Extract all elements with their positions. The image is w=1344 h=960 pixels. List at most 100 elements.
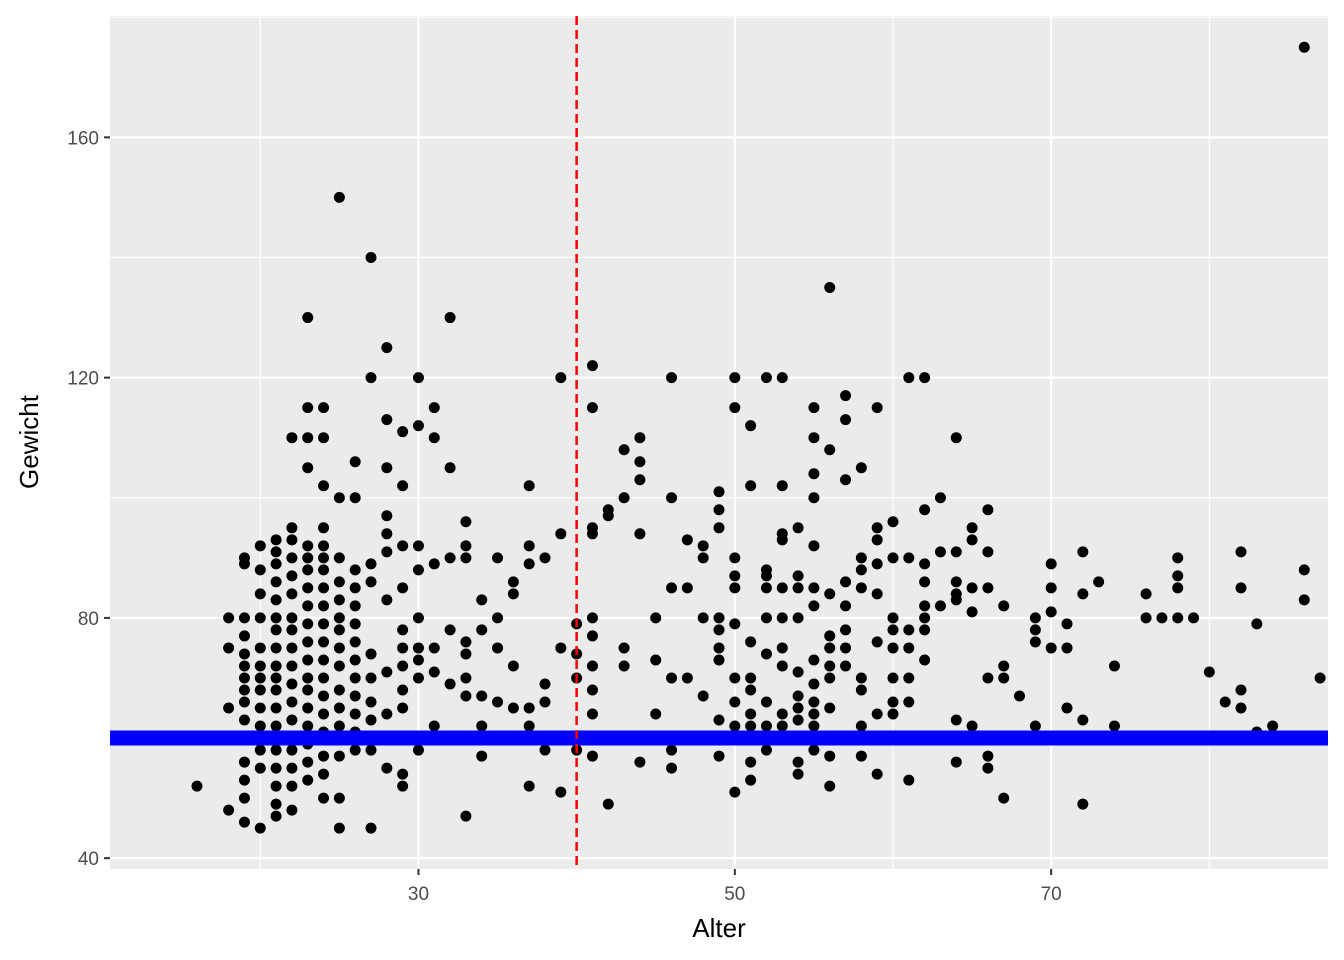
data-point xyxy=(729,552,741,564)
data-point xyxy=(824,444,836,456)
data-point xyxy=(808,744,820,756)
data-point xyxy=(238,648,250,660)
data-point xyxy=(270,780,282,792)
data-point xyxy=(349,744,361,756)
data-point xyxy=(776,612,788,624)
data-point xyxy=(318,708,330,720)
data-point xyxy=(934,546,946,558)
data-point xyxy=(539,696,551,708)
data-point xyxy=(982,672,994,684)
data-point xyxy=(776,642,788,654)
data-point xyxy=(254,702,266,714)
data-point xyxy=(270,534,282,546)
data-point xyxy=(808,540,820,552)
data-point xyxy=(333,822,345,834)
data-point xyxy=(286,612,298,624)
data-point xyxy=(1029,720,1041,732)
data-point xyxy=(982,504,994,516)
data-point xyxy=(586,660,598,672)
data-point xyxy=(1077,546,1089,558)
data-point xyxy=(1251,618,1263,630)
data-point xyxy=(840,660,852,672)
data-point xyxy=(349,492,361,504)
data-point xyxy=(286,744,298,756)
data-point xyxy=(507,576,519,588)
data-point xyxy=(349,690,361,702)
data-point xyxy=(824,672,836,684)
data-point xyxy=(302,618,314,630)
data-point xyxy=(397,780,409,792)
data-point xyxy=(586,522,598,534)
data-point xyxy=(523,702,535,714)
data-point xyxy=(745,420,757,432)
data-point xyxy=(286,714,298,726)
data-point xyxy=(302,684,314,696)
data-point xyxy=(318,582,330,594)
data-point xyxy=(349,654,361,666)
data-point xyxy=(286,660,298,672)
data-point xyxy=(760,582,772,594)
data-point xyxy=(365,251,377,263)
data-point xyxy=(618,492,630,504)
data-point xyxy=(318,522,330,534)
data-point xyxy=(1108,720,1120,732)
data-point xyxy=(586,612,598,624)
data-point xyxy=(792,702,804,714)
data-point xyxy=(729,720,741,732)
data-point xyxy=(840,600,852,612)
data-point xyxy=(1298,564,1310,576)
data-point xyxy=(270,702,282,714)
data-point xyxy=(270,558,282,570)
data-point xyxy=(507,702,519,714)
data-point xyxy=(808,600,820,612)
data-point xyxy=(539,552,551,564)
data-point xyxy=(428,720,440,732)
data-point xyxy=(1140,612,1152,624)
data-point xyxy=(238,792,250,804)
data-point xyxy=(1172,582,1184,594)
data-point xyxy=(412,540,424,552)
data-point xyxy=(745,684,757,696)
data-point xyxy=(1235,546,1247,558)
data-point xyxy=(302,636,314,648)
data-point xyxy=(286,762,298,774)
data-point xyxy=(1077,714,1089,726)
data-point xyxy=(460,636,472,648)
data-point xyxy=(444,624,456,636)
data-point xyxy=(792,666,804,678)
data-point xyxy=(681,534,693,546)
data-point xyxy=(1203,666,1215,678)
data-point xyxy=(760,612,772,624)
data-point xyxy=(381,510,393,522)
data-point xyxy=(713,642,725,654)
data-point xyxy=(792,756,804,768)
data-point xyxy=(365,648,377,660)
data-point xyxy=(254,540,266,552)
data-point xyxy=(1140,588,1152,600)
data-point xyxy=(270,744,282,756)
x-tick-label: 70 xyxy=(1041,884,1062,905)
data-point xyxy=(950,714,962,726)
data-point xyxy=(666,744,678,756)
data-point xyxy=(286,780,298,792)
data-point xyxy=(729,672,741,684)
data-point xyxy=(1267,720,1279,732)
data-point xyxy=(270,684,282,696)
data-point xyxy=(507,660,519,672)
data-point xyxy=(792,690,804,702)
data-point xyxy=(238,660,250,672)
data-point xyxy=(492,696,504,708)
data-point xyxy=(887,624,899,636)
data-point xyxy=(713,504,725,516)
y-tick-label: 160 xyxy=(67,128,99,149)
data-point xyxy=(903,624,915,636)
data-point xyxy=(808,468,820,480)
data-point xyxy=(492,642,504,654)
data-point xyxy=(318,750,330,762)
data-point xyxy=(444,462,456,474)
data-point xyxy=(428,558,440,570)
data-point xyxy=(333,594,345,606)
data-point xyxy=(349,564,361,576)
data-point xyxy=(238,630,250,642)
data-point xyxy=(523,480,535,492)
